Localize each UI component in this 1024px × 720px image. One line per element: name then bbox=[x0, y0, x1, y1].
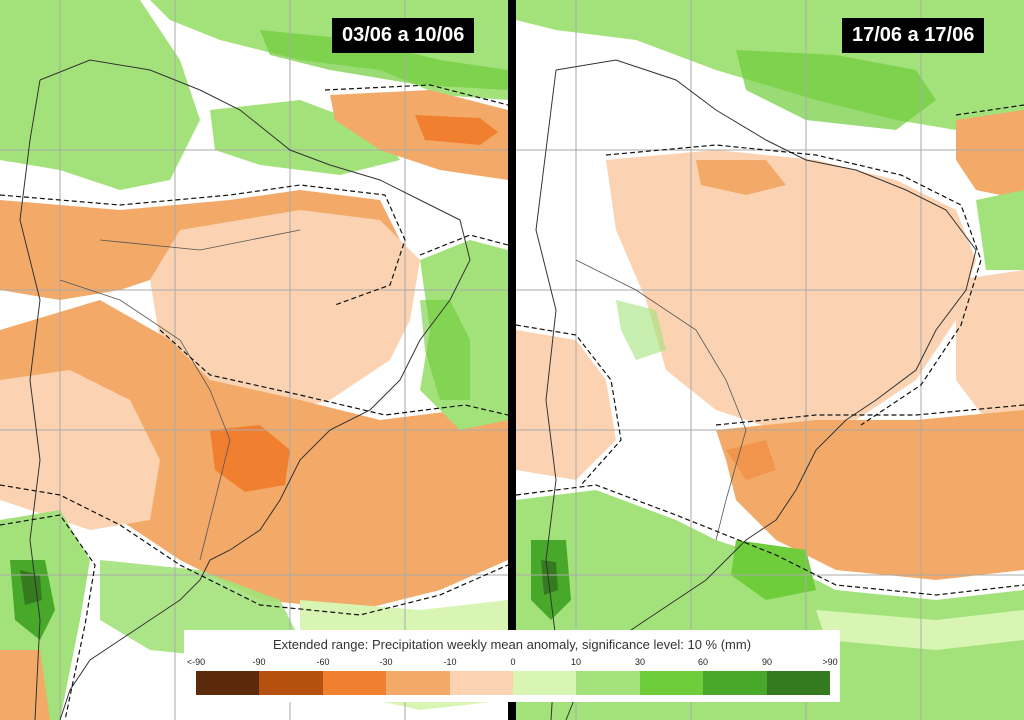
legend-swatch bbox=[449, 671, 514, 695]
legend-tick: -90 bbox=[252, 657, 266, 667]
legend-swatch bbox=[766, 671, 831, 695]
map-panel-week-2: 17/06 a 17/06 bbox=[516, 0, 1024, 720]
precipitation-anomaly-map-1 bbox=[0, 0, 508, 720]
legend-title: Extended range: Precipitation weekly mea… bbox=[272, 637, 752, 652]
legend-swatch bbox=[259, 671, 323, 695]
legend-ticks: <-90 -90 -60 -30 -10 0 10 30 60 90 >90 bbox=[184, 657, 840, 671]
colorbar-legend: Extended range: Precipitation weekly mea… bbox=[184, 630, 840, 702]
panel-divider bbox=[508, 0, 516, 720]
date-range-label-week-2: 17/06 a 17/06 bbox=[842, 18, 985, 53]
legend-tick: 60 bbox=[697, 657, 709, 667]
legend-tick: -60 bbox=[316, 657, 330, 667]
map-panel-week-1: 03/06 a 10/06 bbox=[0, 0, 508, 720]
legend-swatch bbox=[703, 671, 767, 695]
legend-tick: 0 bbox=[510, 657, 516, 667]
coastline bbox=[39, 59, 471, 720]
legend-swatch bbox=[322, 671, 387, 695]
legend-swatch bbox=[386, 671, 450, 695]
legend-tick: >90 bbox=[822, 657, 838, 667]
legend-swatch bbox=[513, 671, 577, 695]
legend-tick: 90 bbox=[761, 657, 773, 667]
legend-swatch bbox=[639, 671, 704, 695]
legend-swatch bbox=[196, 671, 260, 695]
legend-swatch bbox=[576, 671, 640, 695]
legend-tick: -30 bbox=[379, 657, 393, 667]
legend-tick: <-90 bbox=[186, 657, 206, 667]
significance-contours-2 bbox=[516, 104, 1024, 596]
precipitation-anomaly-map-2 bbox=[516, 0, 1024, 720]
date-range-label-week-1: 03/06 a 10/06 bbox=[332, 18, 475, 53]
coastline-2 bbox=[555, 59, 977, 720]
legend-tick: 30 bbox=[634, 657, 646, 667]
significance-contours bbox=[0, 84, 508, 720]
legend-tick: -10 bbox=[443, 657, 457, 667]
legend-tick: 10 bbox=[570, 657, 582, 667]
legend-color-bar bbox=[196, 671, 831, 695]
lat-lon-grid bbox=[0, 0, 508, 720]
